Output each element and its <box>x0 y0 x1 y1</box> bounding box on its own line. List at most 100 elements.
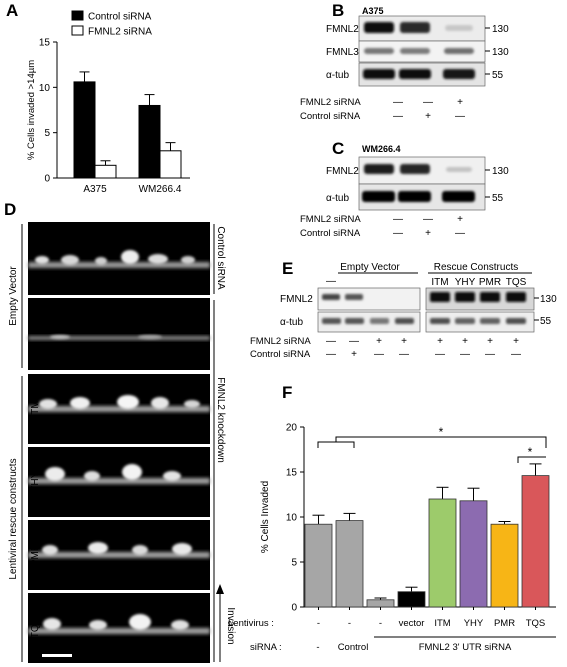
e-construct-tqs: TQS <box>506 277 527 288</box>
e-mark: — <box>460 349 470 360</box>
f-lentivirus-label: Lentivirus : <box>228 618 274 629</box>
panel-b-blot-fmnl3 <box>358 40 486 63</box>
d-label-control-sirna: Control siRNA <box>215 226 226 290</box>
d-label-invasion: Invasion <box>225 607 236 644</box>
b-mark: + <box>425 111 431 122</box>
d-membrane <box>28 478 210 484</box>
e-mark: — <box>326 336 336 347</box>
d-cell <box>163 471 181 481</box>
panel-b-blot-fmnl2 <box>358 15 486 42</box>
e-mark: — <box>374 349 384 360</box>
f-bar <box>366 599 395 608</box>
e-band <box>480 318 500 324</box>
e-row-fmnl2-sirna: FMNL2 siRNA <box>250 336 311 347</box>
e-construct-pmr: PMR <box>479 277 501 288</box>
d-strip-tqs <box>28 593 210 663</box>
c-mw-55: 55 <box>492 193 504 204</box>
e-construct-yhy: YHY <box>455 277 476 288</box>
b-mark: — <box>393 97 403 108</box>
d-label-knockdown: FMNL2 knockdown <box>215 377 226 463</box>
f-sirna-group: FMNL2 3' UTR siRNA <box>419 642 512 653</box>
f-sirna-control: Control <box>338 642 369 653</box>
panel-b: B A375 FMNL2 FMNL3 α-tub 130 130 55 FMN <box>300 1 509 122</box>
panel-f: F % Cells Invaded Lentivirus : siRNA : -… <box>228 383 556 653</box>
d-cell <box>129 614 151 630</box>
panel-b-letter: B <box>332 1 344 20</box>
e-mark: — <box>485 349 495 360</box>
c-mark: — <box>393 214 403 225</box>
f-sig-bracket-controls <box>317 441 355 448</box>
c-row-fmnl2-sirna: FMNL2 siRNA <box>300 214 361 225</box>
e-mark: + <box>351 349 357 360</box>
a-legend-swatch-fmnl2 <box>71 25 84 36</box>
b-band <box>443 69 475 79</box>
d-cell <box>84 471 100 481</box>
d-cell <box>88 542 108 554</box>
c-band <box>442 191 475 202</box>
b-band <box>400 22 430 33</box>
f-y-tick-label: 0 <box>291 603 297 614</box>
c-band <box>362 191 395 202</box>
d-membrane <box>28 552 210 558</box>
c-band <box>400 164 430 174</box>
d-membrane <box>28 406 210 412</box>
d-cell <box>50 335 70 339</box>
c-mark: — <box>423 214 433 225</box>
b-band <box>445 25 473 31</box>
e-row-control-sirna: Control siRNA <box>250 349 311 360</box>
e-mark: + <box>462 336 468 347</box>
b-band <box>364 22 394 33</box>
e-mark: — <box>349 336 359 347</box>
d-strip-yhy <box>28 447 210 517</box>
b-mw-130a: 130 <box>492 24 509 35</box>
c-mw-130: 130 <box>492 166 509 177</box>
e-blot-fmnl2 <box>317 287 535 311</box>
d-strip-bg <box>28 222 210 295</box>
f-bar <box>335 520 364 608</box>
e-band <box>395 318 414 324</box>
d-cell <box>172 543 192 555</box>
e-mark: + <box>487 336 493 347</box>
f-y-tick-label: 15 <box>286 468 298 479</box>
b-label-tub: α-tub <box>326 70 349 81</box>
panel-c-cell-line: WM266.4 <box>362 144 401 154</box>
a-x-tick-label: WM266.4 <box>139 184 182 195</box>
e-band <box>370 318 389 324</box>
f-y-tick-label: 20 <box>286 423 298 434</box>
b-row-fmnl2-sirna: FMNL2 siRNA <box>300 97 361 108</box>
c-label-fmnl2: FMNL2 <box>326 166 359 177</box>
c-band <box>446 167 472 172</box>
f-y-axis-label: % Cells Invaded <box>260 481 271 553</box>
b-label-fmnl2: FMNL2 <box>326 24 359 35</box>
d-cell <box>121 250 139 264</box>
d-row-tqs: TQS <box>30 617 41 638</box>
f-lentivirus-value: ITM <box>434 618 450 629</box>
a-y-tick-label: 15 <box>39 38 51 49</box>
e-mark: + <box>437 336 443 347</box>
d-strip-itm <box>28 374 210 444</box>
e-dash-label: — <box>326 276 336 287</box>
d-label-rescue: Lentiviral rescue constructs <box>8 458 19 579</box>
d-scale-bar <box>42 654 72 657</box>
panel-a-letter: A <box>6 1 18 20</box>
e-band <box>345 318 364 324</box>
b-band <box>444 48 474 54</box>
e-construct-itm: ITM <box>431 277 448 288</box>
e-mark: — <box>399 349 409 360</box>
b-label-fmnl3: FMNL3 <box>326 47 359 58</box>
b-row-control-sirna: Control siRNA <box>300 111 361 122</box>
e-mw-55: 55 <box>540 316 552 327</box>
d-cell <box>95 257 107 265</box>
f-y-tick-label: 5 <box>291 558 297 569</box>
f-sig-star-tqs: * <box>528 445 533 459</box>
c-mark: + <box>457 214 463 225</box>
e-band <box>506 318 526 324</box>
panel-a: A % Cells invaded >14µm Control siRNA FM… <box>6 1 190 195</box>
e-label-tub: α-tub <box>280 317 303 328</box>
a-x-tick-label: A375 <box>83 184 107 195</box>
d-row-pmr: PMR <box>30 544 41 566</box>
d-cell <box>89 620 107 630</box>
e-band <box>506 292 526 302</box>
e-group-rescue: Rescue Constructs <box>434 262 518 273</box>
